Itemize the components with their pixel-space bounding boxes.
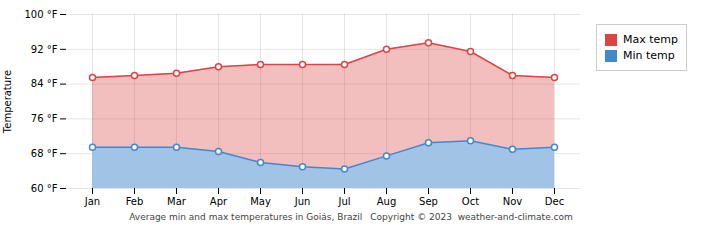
- svg-text:Mar: Mar: [167, 196, 187, 207]
- svg-text:Apr: Apr: [210, 196, 228, 207]
- svg-text:100 °F: 100 °F: [24, 9, 57, 20]
- svg-text:Temperature: Temperature: [2, 70, 13, 134]
- svg-text:Dec: Dec: [545, 196, 564, 207]
- svg-text:May: May: [250, 196, 271, 207]
- html-text:Min temp: Min temp: [623, 49, 675, 62]
- svg-text:Jul: Jul: [337, 196, 350, 207]
- svg-text:Sep: Sep: [419, 196, 438, 207]
- html-text:Average min and max temperatur: Average min and max temperatures in Goiá…: [129, 212, 363, 222]
- svg-text:Oct: Oct: [462, 196, 479, 207]
- svg-text:76 °F: 76 °F: [31, 113, 58, 124]
- svg-text:60 °F: 60 °F: [31, 183, 58, 194]
- svg-text:Aug: Aug: [377, 196, 397, 207]
- html-text:Copyright © 2023 weather-and-c: Copyright © 2023 weather-and-climate.com: [370, 212, 573, 222]
- svg-text:92 °F: 92 °F: [31, 44, 58, 55]
- svg-text:Feb: Feb: [126, 196, 144, 207]
- svg-text:84 °F: 84 °F: [31, 78, 58, 89]
- svg-text:Nov: Nov: [503, 196, 523, 207]
- svg-text:Jun: Jun: [294, 196, 311, 207]
- html-text:Max temp: Max temp: [623, 33, 678, 46]
- svg-text:68 °F: 68 °F: [31, 148, 58, 159]
- svg-text:Jan: Jan: [84, 196, 100, 207]
